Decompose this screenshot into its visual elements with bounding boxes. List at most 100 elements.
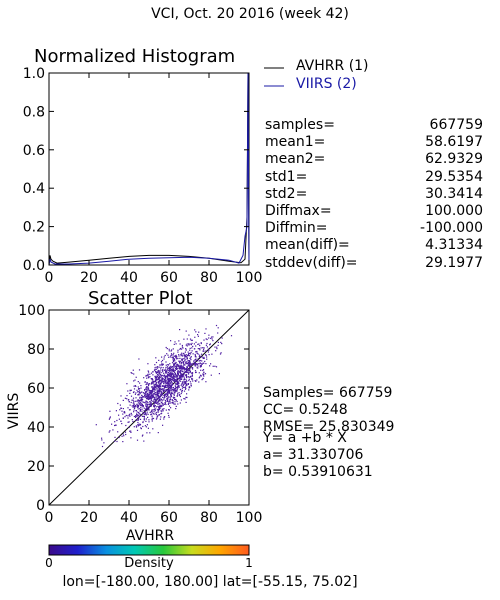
scatter-point: [185, 356, 187, 358]
scatter-point: [141, 399, 143, 401]
scatter-point: [196, 350, 198, 353]
colorbar-min-label: 0: [45, 556, 53, 570]
scatter-point: [176, 377, 178, 379]
stats-value: 58.6197: [425, 134, 483, 151]
scatter-point: [167, 383, 169, 385]
scatter-point: [202, 362, 204, 364]
scatter-point: [133, 391, 135, 393]
scatter-point: [146, 432, 148, 434]
scatter-point: [184, 386, 186, 388]
scatter-point: [179, 367, 181, 369]
histogram-ytick-label: 0.4: [23, 181, 45, 197]
scatter-point: [197, 343, 199, 345]
scatter-point: [172, 374, 174, 376]
scatter-point: [170, 376, 172, 378]
scatter-point: [204, 373, 207, 375]
scatter-cc: CC= 0.5248: [263, 402, 348, 419]
scatter-point: [133, 407, 136, 410]
scatter-point: [149, 391, 151, 393]
scatter-point: [176, 390, 178, 392]
stats-value: 29.1977: [425, 254, 483, 271]
scatter-point: [167, 390, 170, 392]
scatter-point: [155, 378, 157, 380]
scatter-point: [154, 405, 156, 407]
scatter-point: [138, 390, 141, 392]
scatter-point: [164, 399, 167, 402]
scatter-point: [168, 409, 170, 411]
scatter-point: [160, 406, 162, 408]
scatter-point: [171, 384, 173, 386]
scatter-point: [154, 410, 156, 412]
scatter-point: [161, 388, 163, 390]
scatter-point: [150, 404, 152, 406]
scatter-point: [157, 376, 159, 378]
scatter-point: [161, 363, 163, 365]
page-title: VCI, Oct. 20 2016 (week 42): [151, 6, 349, 22]
scatter-point: [193, 343, 195, 345]
scatter-point: [148, 408, 150, 410]
scatter-point: [144, 393, 147, 395]
scatter-point: [157, 403, 159, 405]
scatter-point: [131, 399, 133, 401]
scatter-point: [168, 388, 170, 390]
scatter-point: [169, 402, 171, 404]
scatter-point: [162, 391, 165, 393]
scatter-point: [149, 397, 152, 399]
scatter-point: [150, 372, 153, 374]
scatter-point: [195, 371, 197, 373]
scatter-point: [144, 395, 146, 397]
scatter-point: [209, 343, 211, 345]
scatter-point: [217, 327, 219, 329]
scatter-point: [153, 404, 155, 406]
scatter-point: [172, 356, 174, 358]
scatter-point: [145, 402, 147, 404]
scatter-point: [109, 417, 111, 419]
scatter-point: [190, 357, 192, 359]
scatter-point: [163, 378, 165, 380]
scatter-point: [164, 380, 166, 382]
scatter-point: [171, 370, 173, 372]
scatter-point: [166, 348, 168, 350]
scatter-point: [181, 358, 183, 360]
scatter-point: [153, 409, 155, 411]
scatter-point: [203, 350, 205, 352]
scatter-point: [169, 356, 171, 358]
scatter-point: [172, 366, 174, 368]
scatter-point: [156, 367, 159, 369]
scatter-point: [186, 369, 188, 371]
scatter-point: [158, 377, 160, 379]
scatter-point: [158, 371, 160, 373]
scatter-point: [170, 372, 172, 374]
scatter-point: [174, 391, 176, 393]
scatter-point: [166, 370, 168, 372]
scatter-point: [140, 387, 142, 389]
scatter-point: [184, 364, 186, 366]
scatter-point: [155, 414, 158, 416]
scatter-point: [186, 366, 188, 368]
scatter-point: [173, 355, 175, 357]
scatter-point: [131, 405, 133, 407]
scatter-samples: Samples= 667759: [263, 385, 393, 401]
scatter-point: [121, 435, 123, 437]
scatter-point: [183, 363, 185, 365]
scatter-point: [189, 371, 191, 373]
scatter-point: [143, 417, 145, 419]
scatter-point: [150, 405, 152, 407]
scatter-point: [144, 391, 147, 393]
scatter-point: [141, 435, 143, 437]
scatter-point: [163, 418, 165, 420]
scatter-point: [130, 395, 133, 397]
scatter-point: [109, 430, 111, 432]
scatter-point: [156, 375, 158, 377]
scatter-point: [151, 387, 154, 389]
scatter-point: [174, 390, 176, 392]
scatter-point: [147, 388, 149, 390]
scatter-point: [157, 392, 159, 394]
scatter-point: [146, 386, 148, 388]
scatter-point: [175, 399, 177, 401]
scatter-point: [184, 362, 187, 364]
scatter-point: [180, 367, 182, 369]
scatter-point: [182, 361, 184, 363]
scatter-point: [179, 375, 181, 377]
scatter-point: [142, 434, 144, 436]
